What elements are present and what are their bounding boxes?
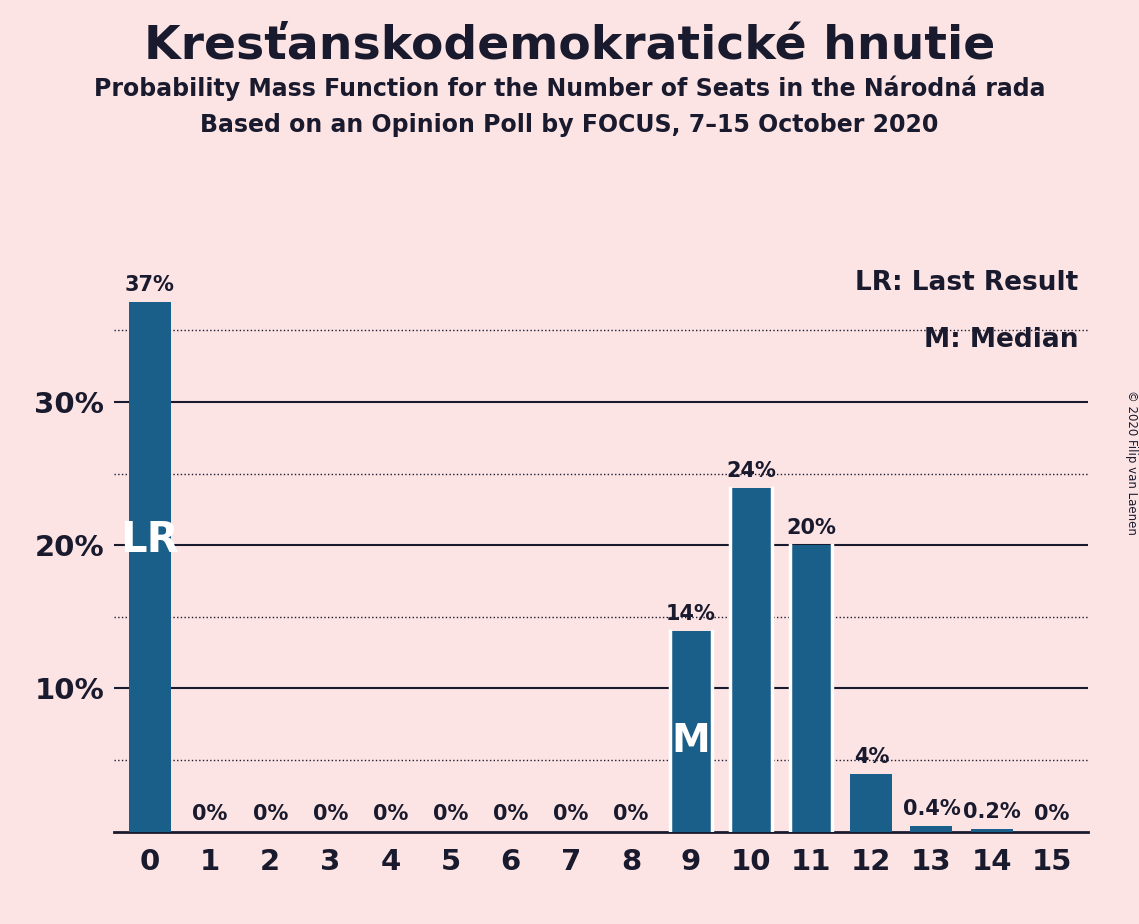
Text: 0%: 0% (312, 805, 349, 824)
Bar (970, 829, 1013, 832)
Text: 0.4%: 0.4% (902, 798, 960, 819)
Bar (670, 631, 712, 832)
Text: 0%: 0% (372, 805, 408, 824)
Text: 0%: 0% (192, 805, 228, 824)
Text: Probability Mass Function for the Number of Seats in the Národná rada: Probability Mass Function for the Number… (93, 76, 1046, 102)
Bar (910, 826, 952, 832)
Bar (730, 488, 772, 832)
Text: 0%: 0% (1034, 805, 1070, 824)
Text: 24%: 24% (727, 461, 776, 480)
Text: © 2020 Filip van Laenen: © 2020 Filip van Laenen (1124, 390, 1138, 534)
Text: 0%: 0% (554, 805, 589, 824)
Text: 4%: 4% (853, 748, 890, 767)
Text: 37%: 37% (125, 274, 175, 295)
Text: 20%: 20% (786, 518, 836, 538)
Text: 0%: 0% (613, 805, 648, 824)
Bar (851, 774, 892, 832)
Text: 0%: 0% (433, 805, 468, 824)
Text: Kresťanskodemokratické hnutie: Kresťanskodemokratické hnutie (144, 23, 995, 68)
Text: 14%: 14% (666, 604, 716, 624)
Text: LR: LR (121, 519, 179, 561)
Text: M: Median: M: Median (924, 327, 1077, 354)
Text: Based on an Opinion Poll by FOCUS, 7–15 October 2020: Based on an Opinion Poll by FOCUS, 7–15 … (200, 113, 939, 137)
Bar (129, 301, 171, 832)
Text: LR: Last Result: LR: Last Result (854, 270, 1077, 297)
Bar (790, 545, 833, 832)
Text: 0.2%: 0.2% (962, 802, 1021, 821)
Text: 0%: 0% (253, 805, 288, 824)
Text: 0%: 0% (493, 805, 528, 824)
Text: M: M (672, 723, 711, 760)
